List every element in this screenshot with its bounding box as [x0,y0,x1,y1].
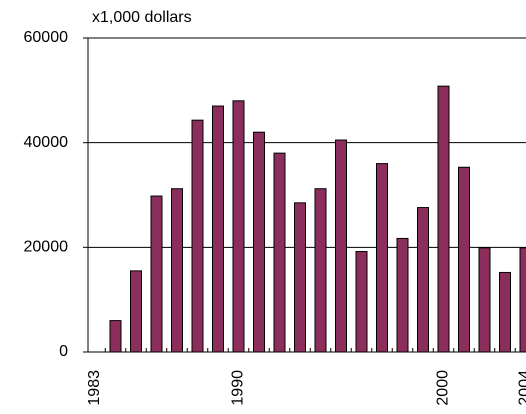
bar [109,320,122,353]
x-tick-label: 1983 [86,370,103,406]
bar [376,163,388,353]
bar [437,85,450,353]
bar [150,195,163,353]
bar [478,247,491,353]
bar [294,202,306,353]
bar [253,131,265,353]
bar [499,271,511,353]
bar [417,207,429,353]
bar [273,152,286,353]
x-tick-label: 1990 [230,370,247,406]
y-tick-label: 40000 [24,134,69,151]
y-axis-unit: x1,000 dollars [92,9,192,26]
bar [191,119,204,353]
bar [212,105,224,353]
bar [396,237,409,353]
bar [314,188,327,353]
bar [232,100,245,353]
x-tick-label: 2004 [517,370,526,406]
y-tick-label: 20000 [24,239,69,256]
bar [171,188,183,353]
bar [519,247,526,353]
bar [130,270,142,353]
y-tick-label: 0 [59,343,68,360]
y-tick-label: 60000 [24,29,69,46]
bar [335,139,347,353]
x-tick-label: 2000 [435,370,452,406]
bar [355,251,368,353]
bar [458,166,470,353]
